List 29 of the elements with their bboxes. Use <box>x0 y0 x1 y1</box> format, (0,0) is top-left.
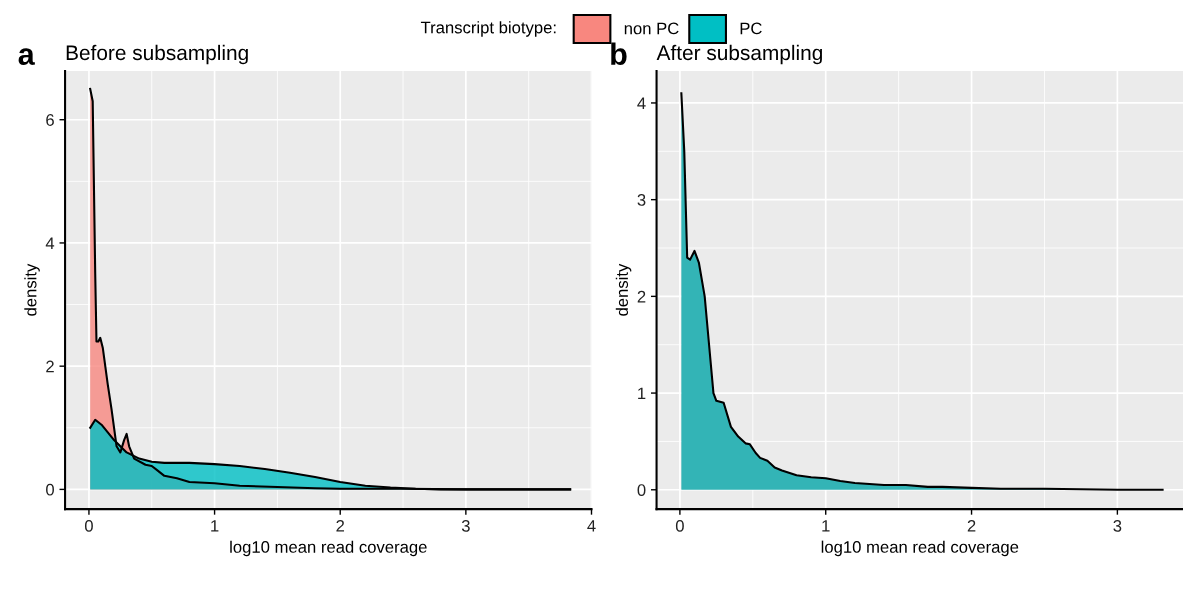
x-tick-label: 3 <box>1113 519 1122 532</box>
y-tick-label: 0 <box>46 483 54 496</box>
x-tick-label: 1 <box>211 520 219 532</box>
chart-title: Before subsampling <box>66 44 248 65</box>
y-tick-label: 3 <box>637 194 646 206</box>
y-tick-label: 6 <box>46 114 54 126</box>
y-tick-label: 0 <box>637 484 646 496</box>
x-tick-label: 4 <box>587 520 596 532</box>
x-tick-label: 1 <box>822 520 830 532</box>
x-tick-label: 0 <box>84 519 93 532</box>
x-axis-title: log10 mean read coverage <box>230 540 427 557</box>
y-tick-label: 2 <box>46 360 54 373</box>
y-tick-label: 1 <box>638 387 646 400</box>
legend-label: PC <box>740 22 762 35</box>
y-axis-title: density <box>24 263 40 316</box>
y-tick-label: 4 <box>45 237 55 249</box>
legend-title: Transcript biotype: <box>420 21 556 37</box>
y-tick-label: 4 <box>637 97 646 109</box>
x-tick-label: 2 <box>967 519 976 532</box>
x-tick-label: 3 <box>461 519 470 532</box>
y-axis-title: density <box>615 263 632 316</box>
text: b <box>611 42 627 65</box>
x-tick-label: 0 <box>675 519 684 532</box>
legend-label: non PC <box>624 22 679 35</box>
y-tick-label: 2 <box>637 290 646 303</box>
text: a <box>18 48 35 65</box>
x-tick-label: 2 <box>336 519 345 532</box>
chart-title: After subsampling <box>656 44 822 65</box>
x-axis-title: log10 mean read coverage <box>821 540 1019 557</box>
